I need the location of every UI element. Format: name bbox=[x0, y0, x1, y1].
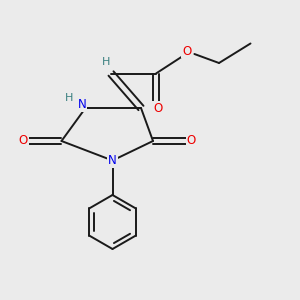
Text: O: O bbox=[19, 134, 28, 148]
Text: O: O bbox=[182, 44, 191, 58]
Text: N: N bbox=[77, 98, 86, 112]
Text: N: N bbox=[108, 154, 117, 167]
Text: H: H bbox=[102, 57, 111, 67]
Text: H: H bbox=[65, 93, 73, 103]
Text: O: O bbox=[187, 134, 196, 148]
Text: O: O bbox=[153, 102, 162, 116]
